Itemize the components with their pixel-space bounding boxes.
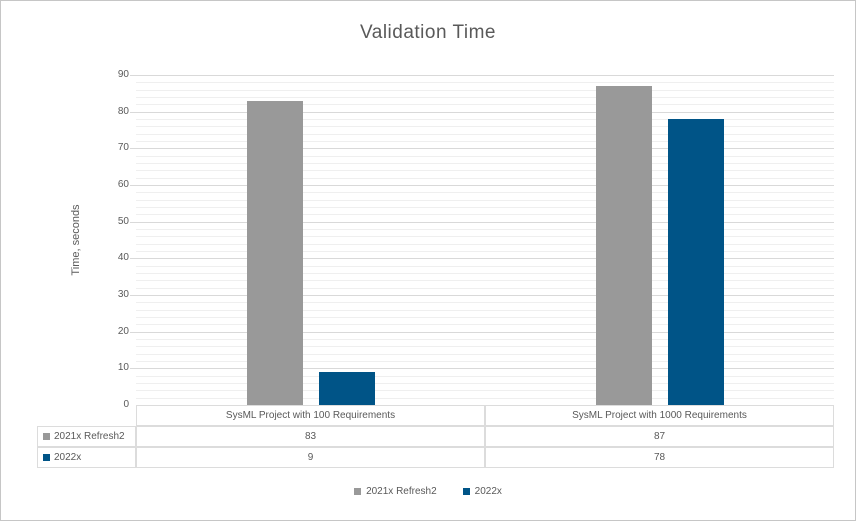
minor-gridline (136, 82, 834, 84)
minor-gridline (136, 397, 834, 399)
table-value-cell: 78 (485, 447, 834, 468)
y-axis-tick (130, 331, 136, 333)
table-header-cell: SysML Project with 1000 Requirements (485, 405, 834, 426)
bar-2021x-refresh2-cat2 (595, 86, 652, 405)
minor-gridline (136, 375, 834, 377)
legend-item: 2022x (462, 485, 502, 497)
y-tick-label: 70 (117, 142, 129, 154)
minor-gridline (136, 214, 834, 216)
minor-gridline (136, 126, 834, 128)
table-row-label: 2021x Refresh2 (54, 431, 125, 442)
y-axis-tick (130, 221, 136, 223)
minor-gridline (136, 229, 834, 230)
y-tick-label: 20 (117, 325, 129, 337)
minor-gridline (136, 97, 834, 98)
table-row-label: 2022x (54, 452, 82, 463)
y-axis-tick (130, 368, 136, 370)
major-gridline (136, 111, 834, 113)
y-axis-tick (130, 295, 136, 296)
minor-gridline (136, 280, 834, 282)
bar-2022x-cat1 (318, 372, 375, 405)
minor-gridline (136, 243, 834, 245)
table-row-header: 2021x Refresh2 (37, 426, 136, 447)
minor-gridline (136, 192, 834, 194)
major-gridline (136, 185, 834, 186)
minor-gridline (136, 141, 834, 142)
minor-gridline (136, 89, 834, 91)
minor-gridline (136, 324, 834, 326)
minor-gridline (136, 199, 834, 201)
legend-key-swatch (43, 433, 50, 440)
minor-gridline (136, 353, 834, 355)
table-value-cell: 9 (136, 447, 485, 468)
bar-2021x-refresh2-cat1 (246, 100, 303, 405)
y-axis-tick (130, 148, 136, 150)
minor-gridline (136, 346, 834, 348)
legend-swatch (462, 487, 470, 495)
minor-gridline (136, 155, 834, 157)
table-value-cell: 87 (485, 426, 834, 447)
minor-gridline (136, 163, 834, 164)
y-tick-label: 10 (117, 362, 129, 374)
y-axis-tick (130, 258, 136, 260)
minor-gridline (136, 339, 834, 340)
legend-item: 2021x Refresh2 (354, 486, 437, 497)
y-tick-label: 40 (117, 252, 129, 264)
plot-area (136, 75, 834, 405)
y-tick-label: 60 (117, 179, 129, 190)
major-gridline (136, 221, 834, 223)
table-value-cell: 83 (136, 426, 485, 447)
major-gridline (136, 331, 834, 333)
y-tick-label: 30 (117, 289, 129, 300)
legend: 2021x Refresh2 2022x (1, 484, 855, 498)
table-row-header: 2022x (37, 447, 136, 468)
minor-gridline (136, 177, 834, 179)
chart-title: Validation Time (360, 22, 496, 43)
minor-gridline (136, 207, 834, 208)
major-gridline (136, 295, 834, 296)
bar-2022x-cat2 (667, 119, 724, 405)
table-header-cell: SysML Project with 100 Requirements (136, 405, 485, 426)
minor-gridline (136, 383, 834, 384)
minor-gridline (136, 265, 834, 267)
minor-gridline (136, 273, 834, 274)
y-tick-label: 90 (117, 69, 129, 80)
y-tick-label: 0 (123, 399, 129, 410)
minor-gridline (136, 361, 834, 362)
minor-gridline (136, 390, 834, 392)
y-axis-tick (130, 75, 136, 76)
major-gridline (136, 258, 834, 260)
major-gridline (136, 368, 834, 370)
minor-gridline (136, 302, 834, 304)
legend-key-swatch (43, 454, 50, 461)
legend-label: 2021x Refresh2 (366, 485, 437, 497)
minor-gridline (136, 170, 834, 172)
legend-label: 2022x (474, 485, 502, 497)
minor-gridline (136, 119, 834, 120)
y-axis-title: Time, seconds (70, 204, 82, 276)
major-gridline (136, 75, 834, 76)
minor-gridline (136, 133, 834, 135)
minor-gridline (136, 309, 834, 311)
y-axis-tick (130, 185, 136, 186)
y-tick-label: 50 (117, 215, 129, 227)
minor-gridline (136, 236, 834, 238)
legend-swatch (354, 487, 362, 495)
minor-gridline (136, 317, 834, 318)
y-axis-tick (130, 111, 136, 113)
y-tick-label: 80 (117, 105, 129, 117)
minor-gridline (136, 251, 834, 252)
major-gridline (136, 148, 834, 150)
minor-gridline (136, 287, 834, 289)
minor-gridline (136, 104, 834, 106)
